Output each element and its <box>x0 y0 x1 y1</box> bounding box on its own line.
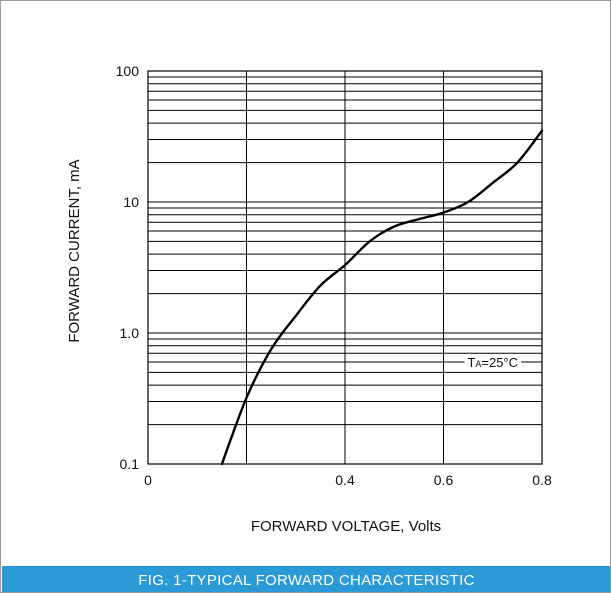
figure-caption: FIG. 1-TYPICAL FORWARD CHARACTERISTIC <box>2 566 610 592</box>
forward-characteristic-curve <box>220 129 544 466</box>
x-tick-label: 0 <box>144 472 152 488</box>
x-tick-label: 0.6 <box>434 472 454 488</box>
temperature-annotation-text: TA=25°C <box>467 355 518 370</box>
grid <box>147 70 543 465</box>
x-tick-label: 0.8 <box>532 472 552 488</box>
y-tick-label: 1.0 <box>120 325 140 341</box>
x-axis-label: FORWARD VOLTAGE, Volts <box>251 518 441 535</box>
y-axis-label: FORWARD CURRENT, mA <box>66 159 83 342</box>
plot-border <box>147 70 543 465</box>
y-tick-label: 10 <box>123 194 139 210</box>
x-tick-label: 0.4 <box>335 472 355 488</box>
temperature-annotation: TA=25°C <box>464 354 522 372</box>
tick-labels: 0 0.4 0.6 0.8 0.1 1.0 10 100 <box>116 63 552 488</box>
y-tick-label: 0.1 <box>120 456 140 472</box>
y-tick-label: 100 <box>116 63 140 79</box>
